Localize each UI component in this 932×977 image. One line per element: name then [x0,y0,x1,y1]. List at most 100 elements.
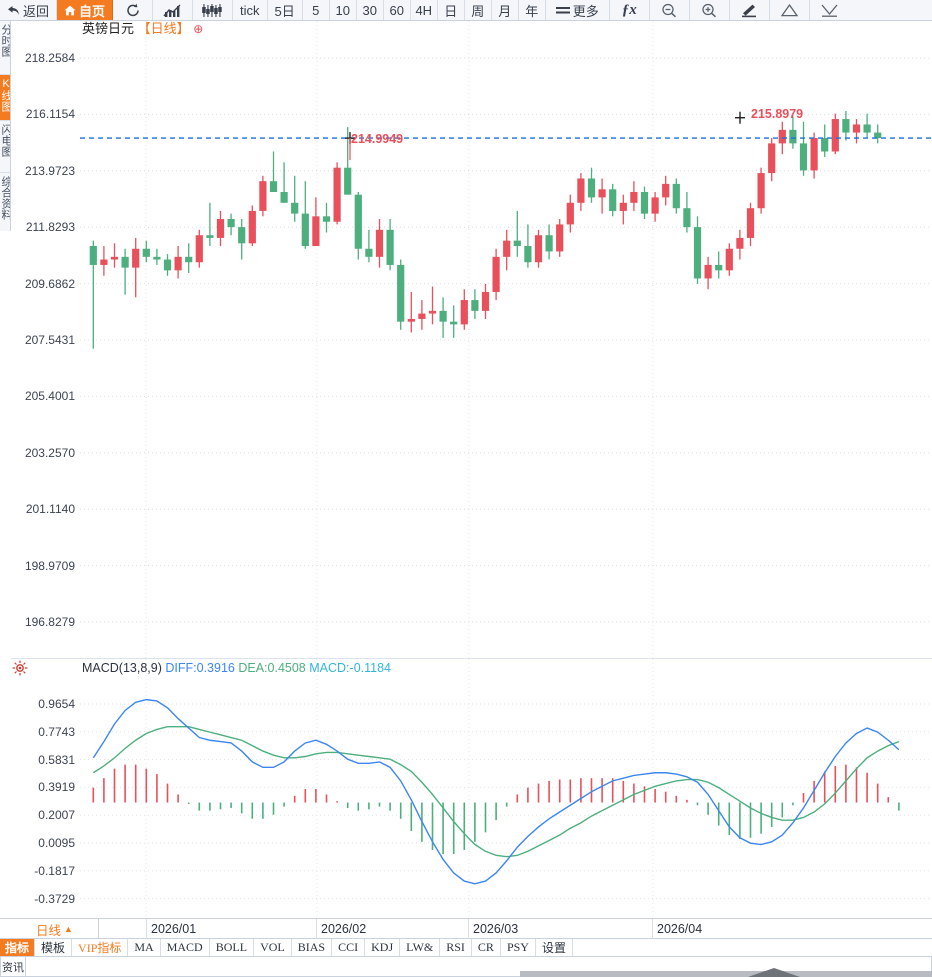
macd-diff-value: DIFF:0.3916 [165,661,235,675]
tab-5min-label: 5 [312,2,320,18]
sidebar-item-kline[interactable]: K线图 [0,75,11,121]
draw-line-button[interactable] [729,0,770,20]
macd-axis-label: 0.2007 [38,808,75,823]
tab-5min[interactable]: 5 [302,0,330,20]
indicator-button-kdj[interactable]: KDJ [365,939,401,956]
indicator-button-rsi[interactable]: RSI [440,939,472,956]
zoom-in-button[interactable] [689,0,730,20]
indicator-button-macd[interactable]: MACD [161,939,210,956]
macd-axis-label: -0.3729 [34,891,75,906]
tab-5day-label: 5日 [274,3,295,19]
horizontal-scrollbar[interactable] [520,971,932,977]
sidebar-item-kline-label: K线图 [0,78,11,112]
date-axis-label: 2026/03 [468,919,518,939]
macd-axis: 0.9654 0.7743 0.5831 0.3919 0.2007 0.0095 -0.1… [11,659,80,961]
tab-year-label: 年 [525,3,539,19]
triangle-tool-button[interactable] [769,0,810,20]
indicator-toolbar: 指标 模板 VIP指标 MA MACD BOLL VOL BIAS CCI KDJ LW& RSI CR… [0,939,932,957]
macd-plot[interactable] [80,659,932,919]
tab-month[interactable]: 月 [491,0,519,20]
tab-year[interactable]: 年 [518,0,546,20]
back-button[interactable]: 返回 [0,0,58,20]
indicator-button-cci[interactable]: CCI [332,939,366,956]
tab-tick[interactable]: tick [233,0,268,20]
price-axis: 218.2584 216.1154 213.9723 211.8293 209.6862… [11,21,80,658]
top-toolbar: 返回 自页 [0,0,932,21]
macd-dea-value: DEA:0.4508 [238,661,306,675]
indicator-button-[interactable]: 设置 [536,939,573,956]
symbol-name: 英镑日元 [82,21,135,36]
news-tab-label: 资讯 [2,961,24,974]
sidebar-item-timeshare-label: 分时图 [0,24,11,57]
zoom-out-button[interactable] [649,0,690,20]
indicator-button-boll[interactable]: BOLL [210,939,255,956]
price-axis-label: 211.8293 [25,220,75,235]
indicator-button-bias[interactable]: BIAS [292,939,333,956]
tab-10min[interactable]: 10 [329,0,357,20]
sidebar-item-timeshare[interactable]: 分时图 [0,21,11,75]
macd-axis-label: 0.7743 [38,724,75,739]
date-axis: 日线 ▲ 2026/01 2026/02 2026/03 2026/04 [0,918,932,939]
date-axis-label: 2026/04 [652,919,702,939]
price-axis-label: 213.9723 [24,163,75,178]
indicator-button-ma[interactable]: MA [128,939,161,956]
sidebar-item-info-label: 综合资料 [0,176,11,220]
side-tab-strip: 分时图 K线图 闪电图 综合资料 [0,21,11,231]
tab-tick-label: tick [240,2,260,18]
indicator-button-psy[interactable]: PSY [501,939,536,956]
bar-chart-icon [163,4,181,17]
tab-30min[interactable]: 30 [356,0,384,20]
period-selector-arrow: ▲ [64,924,73,934]
news-tab[interactable]: 资讯 [0,957,26,977]
macd-title: MACD(13,8,9) DIFF:0.3916 DEA:0.4508 MACD… [82,661,391,675]
macd-macd-value: MACD:-0.1184 [309,661,391,675]
indicator-button-vip[interactable]: VIP指标 [72,939,129,956]
tab-60min[interactable]: 60 [383,0,411,20]
indicator-bar-filler [573,939,932,956]
macd-name: MACD(13,8,9) [82,661,162,675]
period-selector[interactable]: 日线 ▲ [11,919,99,939]
indicator-button-cr[interactable]: CR [472,939,501,956]
price-axis-label: 198.9709 [24,558,75,573]
macd-axis-label: 0.0095 [38,836,75,850]
tab-week[interactable]: 周 [464,0,492,20]
price-axis-label: 196.8279 [24,615,75,629]
macd-pane: MACD(13,8,9) DIFF:0.3916 DEA:0.4508 MACD… [11,658,932,961]
chevron-tool-button[interactable] [809,0,850,20]
scrollbar-handle[interactable] [748,968,800,977]
home-icon [64,5,76,15]
sidebar-item-lightning[interactable]: 闪电图 [0,121,10,173]
macd-axis-label: -0.1817 [34,863,75,878]
tab-4hour[interactable]: 4H [410,0,438,20]
candlestick-icon [201,3,222,17]
price-plot[interactable] [80,21,932,658]
more-button[interactable]: 更多 [545,0,610,20]
tab-30min-label: 30 [362,2,377,18]
price-axis-label: 216.1154 [25,107,75,122]
indicator-button-vol[interactable]: VOL [254,939,292,956]
sidebar-item-info[interactable]: 综合资料 [0,173,11,231]
macd-axis-label: 0.9654 [38,697,75,711]
price-axis-label: 209.6862 [24,276,75,291]
price-annotation-cursor: 214.9949 [351,132,404,146]
tab-day[interactable]: 日 [437,0,465,20]
home-button[interactable]: 自页 [57,0,114,20]
indicator-button-[interactable]: 模板 [35,939,73,956]
macd-axis-label: 0.5831 [38,752,75,767]
refresh-button[interactable] [113,0,154,20]
refresh-icon [126,3,139,16]
price-axis-label: 218.2584 [24,51,75,65]
globe-icon[interactable]: ⊕ [193,22,204,36]
indicator-button-lw[interactable]: LW& [400,939,441,956]
tab-week-label: 周 [471,3,485,19]
tab-10min-label: 10 [335,2,350,18]
price-axis-label: 201.1140 [25,502,75,517]
price-annotation-last: 215.8979 [751,107,804,121]
indicator-button-[interactable]: 指标 [0,939,36,956]
formula-button[interactable]: ƒx [609,0,650,20]
sun-settings-icon[interactable] [12,660,28,676]
chart-type-button[interactable] [153,0,194,20]
candlestick-button[interactable] [193,0,234,20]
tab-5day[interactable]: 5日 [267,0,303,20]
date-axis-label: 2026/01 [146,919,196,939]
